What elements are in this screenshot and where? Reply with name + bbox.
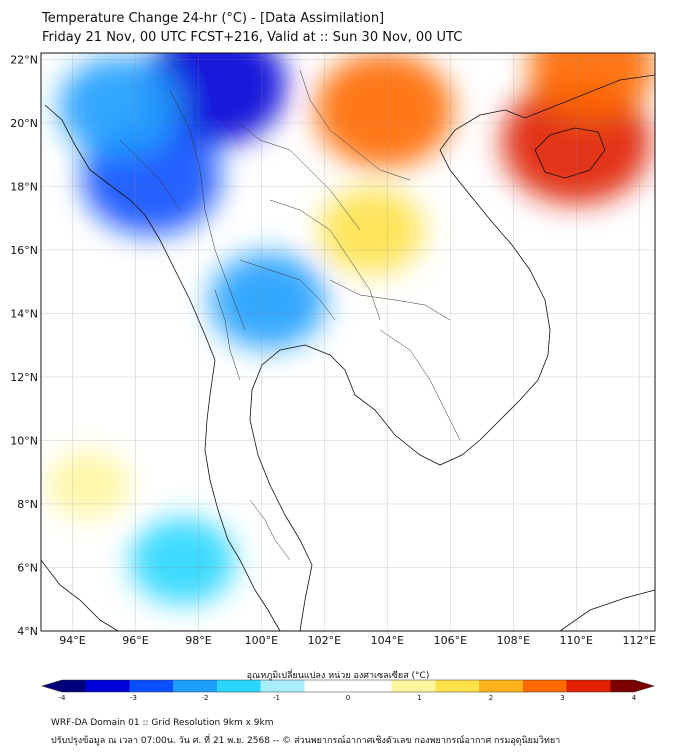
coastline-sumatra	[41, 559, 119, 631]
map-border	[40, 52, 656, 632]
latitude-labels: 22°N 20°N 18°N 16°N 14°N 12°N 10°N 8°N 6°N 4°N	[10, 53, 38, 638]
colorbar-tick-label: -1	[273, 694, 280, 702]
colorbar-tick-label: -4	[59, 694, 67, 702]
coastline-west	[44, 104, 281, 631]
colorbar-tick-label: 1	[417, 694, 421, 702]
lat-label: 10°N	[10, 434, 38, 447]
lat-label: 4°N	[17, 625, 38, 638]
lat-label: 6°N	[17, 561, 38, 574]
footer-credit: ปรับปรุงข้อมูล ณ เวลา 07:00น. วัน ศ. ที่…	[51, 736, 561, 746]
colorbar-tick-label: 3	[560, 694, 564, 702]
lat-label: 8°N	[17, 498, 38, 511]
graticule	[41, 53, 655, 631]
anomaly-warm-guangxi	[528, 53, 655, 119]
colorbar-tick-label: 4	[632, 694, 637, 702]
lat-label: 14°N	[10, 307, 38, 320]
coastlines	[41, 74, 655, 631]
lon-label: 98°E	[185, 634, 211, 647]
anomaly-cold-andaman-south	[130, 517, 236, 605]
lon-label: 110°E	[560, 634, 593, 647]
lon-label: 108°E	[497, 634, 530, 647]
anomaly-warm-laos-north	[315, 53, 454, 168]
colorbar-tick-label: 2	[489, 694, 493, 702]
anomaly-warm-bay-of-bengal	[47, 451, 130, 519]
lat-label: 16°N	[10, 244, 38, 257]
lat-label: 18°N	[10, 180, 38, 193]
lon-label: 102°E	[308, 634, 341, 647]
anomaly-cold-thailand-central	[209, 252, 326, 349]
coastline-hainan	[534, 127, 606, 179]
lat-label: 20°N	[10, 117, 38, 130]
footer-model-info: WRF-DA Domain 01 :: Grid Resolution 9km …	[51, 718, 274, 728]
lon-label: 100°E	[245, 634, 278, 647]
colorbar-tick-label: 0	[346, 694, 350, 702]
lon-label: 94°E	[59, 634, 85, 647]
longitude-labels: 94°E 96°E 98°E 100°E 102°E 104°E 106°E 108°E 110…	[59, 634, 656, 647]
lat-label: 12°N	[10, 371, 38, 384]
colorbar	[40, 679, 656, 693]
anomaly-field	[47, 53, 655, 605]
lon-label: 112°E	[623, 634, 656, 647]
lon-label: 104°E	[371, 634, 404, 647]
lon-label: 106°E	[434, 634, 467, 647]
colorbar-title: อุณหภูมิเปลี่ยนแปลง หน่วย องศาเซลเซียส (…	[246, 671, 430, 681]
map-subtitle: Friday 21 Nov, 00 UTC FCST+216, Valid at…	[42, 30, 463, 45]
lat-label: 22°N	[10, 53, 38, 66]
anomaly-cold-core-myanmar-north	[142, 53, 287, 145]
admin-borders	[119, 69, 461, 561]
colorbar-ticks: -4 -3 -2 -1 0 1 2 3 4	[59, 694, 637, 702]
anomaly-cold-myanmar-west	[58, 56, 181, 158]
lon-label: 96°E	[122, 634, 148, 647]
coastline-gulf	[249, 74, 655, 631]
map-title: Temperature Change 24-hr (°C) - [Data As…	[42, 11, 385, 26]
colorbar-tick-label: -2	[202, 694, 209, 702]
anomaly-warm-isan	[319, 187, 425, 275]
coastline-borneo	[559, 589, 655, 631]
colorbar-tick-label: -3	[130, 694, 137, 702]
